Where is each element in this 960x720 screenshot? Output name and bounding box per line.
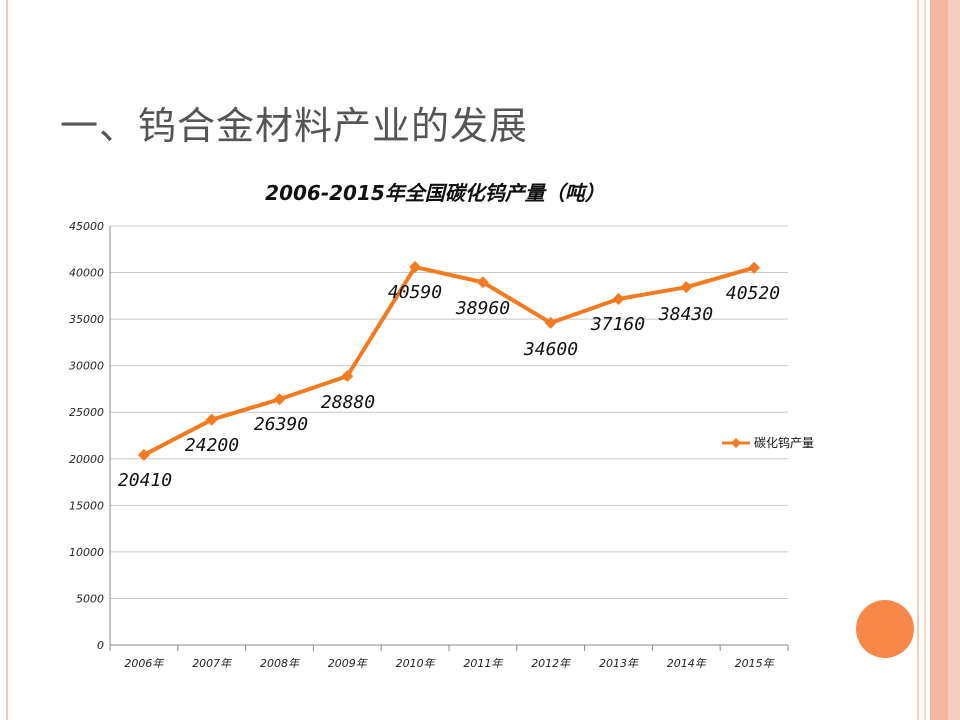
legend-marker: [731, 438, 741, 448]
x-tick-label: 2015年: [735, 657, 775, 670]
data-point-marker: [409, 261, 422, 274]
legend: 碳化钨产量: [722, 435, 814, 450]
x-tick-label: 2011年: [463, 657, 503, 670]
data-label: 26390: [254, 414, 308, 435]
series-line: [142, 265, 755, 457]
data-point-marker: [748, 261, 761, 274]
legend-label: 碳化钨产量: [754, 435, 814, 450]
data-point-marker: [273, 393, 286, 406]
x-tick-label: 2010年: [396, 657, 436, 670]
right-frame-stripes: [914, 0, 960, 720]
y-tick-label: 45000: [69, 220, 104, 233]
data-label: 24200: [185, 435, 239, 456]
axes: 0 5000 10000 15000 20000 25000 30000 35000 40000…: [69, 220, 789, 670]
data-label: 28880: [321, 392, 375, 413]
data-point-marker: [680, 281, 693, 294]
y-tick-label: 20000: [69, 453, 104, 466]
data-point-marker: [341, 370, 354, 383]
series-line-group: [137, 261, 761, 461]
y-tick-label: 25000: [69, 406, 104, 419]
data-point-marker: [544, 316, 557, 329]
y-tick-label: 10000: [69, 546, 104, 559]
y-tick-label: 40000: [69, 267, 104, 280]
data-label: 40590: [388, 282, 442, 303]
x-tick-label: 2007年: [192, 657, 232, 670]
x-tick-label: 2014年: [667, 657, 707, 670]
left-frame-border: [0, 0, 8, 720]
data-label: 38960: [455, 298, 510, 319]
data-label: 40520: [726, 283, 780, 304]
y-tick-label: 35000: [69, 313, 104, 326]
data-label: 34600: [523, 339, 578, 360]
x-tick-label: 2012年: [531, 657, 571, 670]
x-tick-label: 2013年: [599, 657, 639, 670]
data-label: 37160: [590, 314, 645, 335]
data-point-marker: [612, 292, 625, 305]
y-tick-label: 0: [97, 639, 104, 652]
chart-title: 2006-2015年全国碳化钨产量（吨）: [265, 181, 605, 205]
y-tick-label: 5000: [76, 592, 104, 605]
y-tick-label: 30000: [69, 360, 104, 373]
data-point-marker: [205, 413, 218, 426]
data-point-marker: [476, 276, 489, 289]
data-label: 38430: [658, 304, 713, 325]
data-point-marker: [137, 448, 150, 461]
slide-title: 一、钨合金材料产业的发展: [60, 104, 529, 148]
data-labels-group: 20410 24200 26390 28880 40590 38960 34600 37160…: [118, 282, 780, 491]
x-tick-label: 2009年: [328, 657, 368, 670]
x-tick-label: 2006年: [124, 657, 164, 670]
decorative-orange-circle: [856, 600, 914, 658]
x-tick-label: 2008年: [260, 657, 300, 670]
y-tick-label: 15000: [69, 499, 104, 512]
data-label: 20410: [118, 470, 172, 491]
